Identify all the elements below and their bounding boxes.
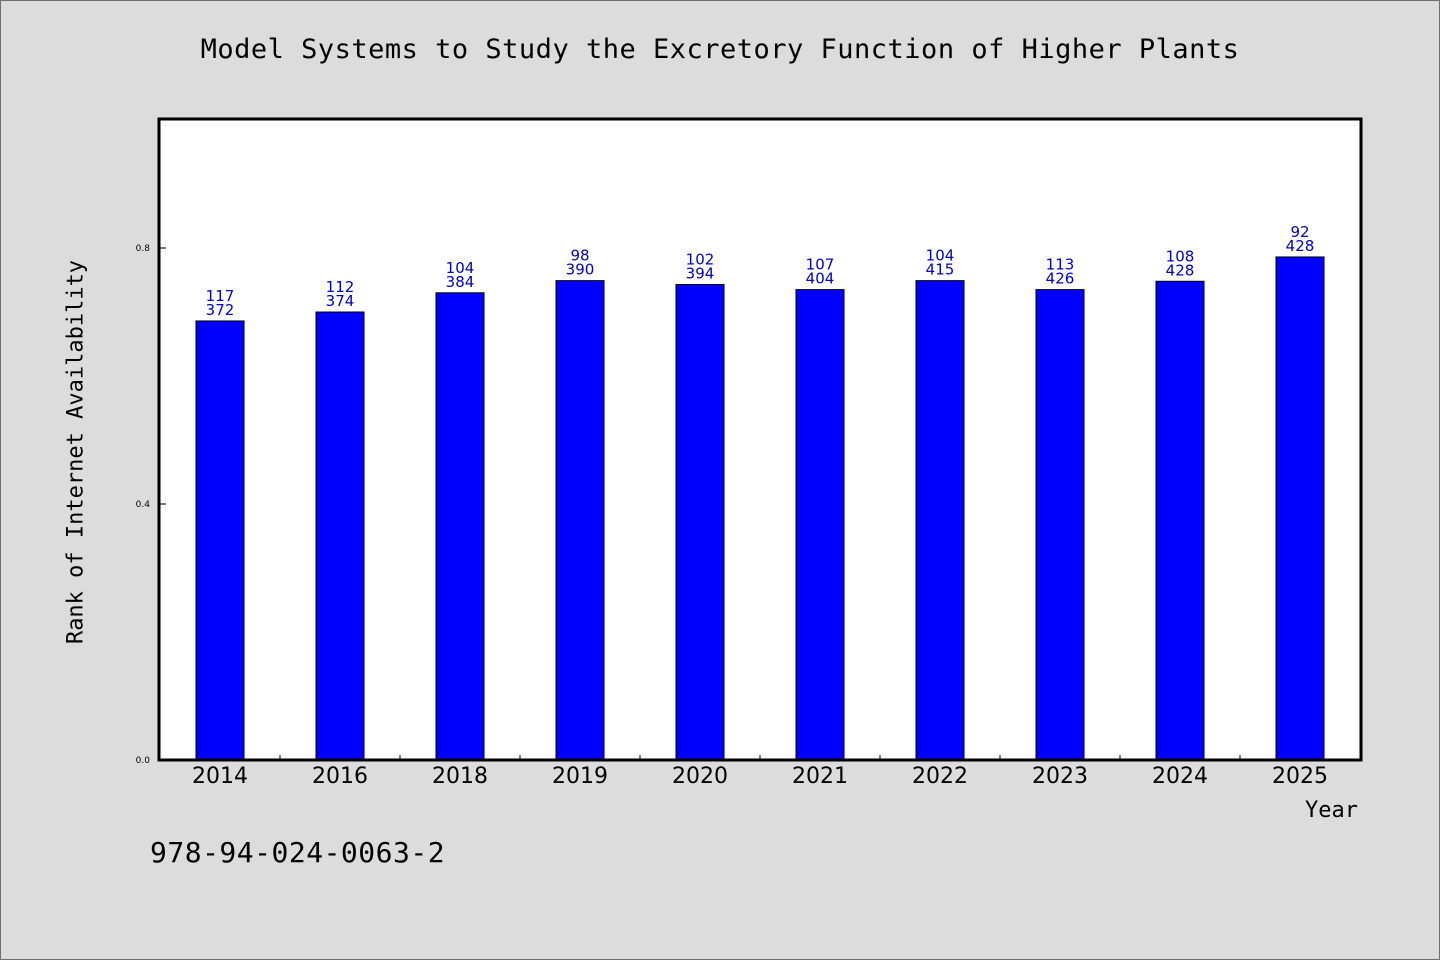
x-axis-label: Year	[1305, 798, 1358, 823]
x-ticks-group: 2014 2016 2018 2019 2020 2021 2022 2023 2024 2025	[192, 755, 1328, 789]
data-label-top-2016: 112	[326, 278, 355, 296]
data-label-top-2023: 113	[1046, 256, 1075, 274]
data-label-top-2014: 117	[206, 287, 235, 305]
data-label-bottom-2023: 426	[1046, 270, 1075, 288]
data-label-bottom-2024: 428	[1166, 261, 1195, 279]
y-tick-label: 0.4	[136, 500, 151, 510]
data-label-bottom-2021: 404	[806, 270, 835, 288]
x-tick-label-2020: 2020	[672, 764, 728, 789]
data-label-top-2025: 92	[1290, 223, 1309, 241]
x-tick-label-2024: 2024	[1152, 764, 1208, 789]
data-label-top-2021: 107	[806, 256, 835, 274]
y-tick-label: 0.0	[136, 756, 151, 766]
data-label-bottom-2020: 394	[686, 264, 715, 282]
bar-2023	[1035, 289, 1085, 761]
bar-2025	[1275, 256, 1325, 761]
data-label-top-2024: 108	[1166, 247, 1195, 265]
data-label-bottom-2018: 384	[446, 273, 475, 291]
data-label-bottom-2016: 374	[326, 292, 355, 310]
data-label-bottom-2025: 428	[1286, 237, 1315, 255]
x-tick-label-2019: 2019	[552, 764, 608, 789]
x-tick-label-2023: 2023	[1032, 764, 1088, 789]
bar-2024	[1155, 280, 1205, 761]
bar-2014	[195, 320, 245, 761]
isbn-text: 978-94-024-0063-2	[150, 836, 446, 869]
data-label-top-2020: 102	[686, 250, 715, 268]
bar-2019	[555, 280, 605, 761]
x-tick-label-2025: 2025	[1272, 764, 1328, 789]
x-tick-label-2018: 2018	[432, 764, 488, 789]
x-tick-label-2021: 2021	[792, 764, 848, 789]
x-tick-label-2014: 2014	[192, 764, 248, 789]
bar-2022	[915, 280, 965, 761]
plot-border	[157, 117, 1363, 762]
bar-2020	[675, 283, 725, 761]
data-label-bottom-2019: 390	[566, 261, 595, 279]
bar-2018	[435, 292, 485, 761]
bar-2016	[315, 311, 365, 761]
data-label-top-2022: 104	[926, 247, 955, 265]
data-label-top-2019: 98	[570, 247, 589, 265]
x-tick-label-2022: 2022	[912, 764, 968, 789]
y-tick-label: 0.8	[136, 244, 151, 254]
data-label-top-2018: 104	[446, 259, 475, 277]
x-tick-label-2016: 2016	[312, 764, 368, 789]
data-label-bottom-2022: 415	[926, 261, 955, 279]
data-label-bottom-2014: 372	[206, 301, 235, 319]
chart-title: Model Systems to Study the Excretory Fun…	[200, 34, 1240, 65]
bar-2021	[795, 289, 845, 761]
bars-group	[195, 256, 1325, 761]
